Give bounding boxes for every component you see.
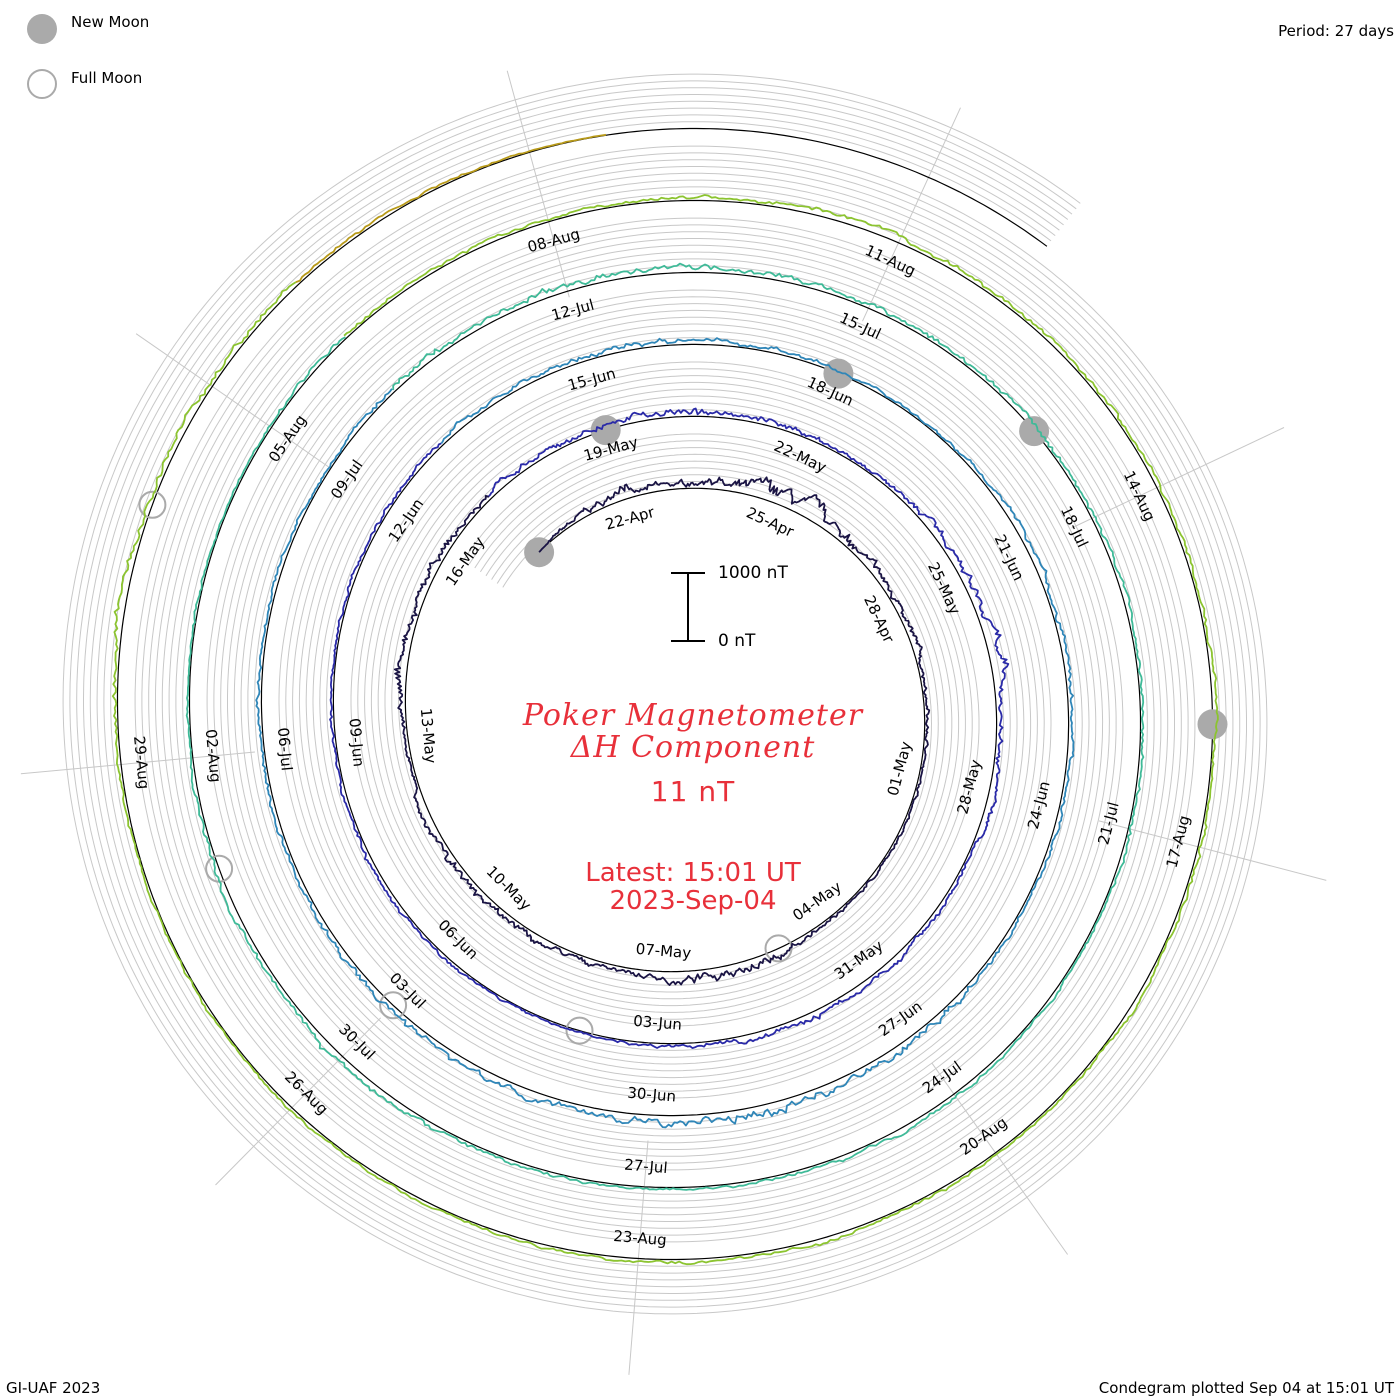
grid-spiral [96, 107, 1234, 1281]
date-label: 23-Aug [613, 1227, 668, 1249]
date-label: 22-Apr [603, 503, 657, 534]
radial-spoke [1071, 427, 1285, 529]
chart-title: Poker Magnetometer [522, 698, 864, 733]
date-label: 02-Aug [202, 728, 225, 783]
series-line [111, 194, 1219, 1266]
date-label: 29-Aug [130, 735, 153, 790]
radial-spoke [215, 1017, 382, 1186]
date-label: 05-Aug [265, 411, 310, 465]
current-value: 11 nT [650, 775, 736, 808]
scale-bar-bottom-label: 0 nT [718, 631, 756, 651]
full-moon-label: Full Moon [71, 69, 143, 87]
radial-spoke [1098, 820, 1327, 881]
date-label: 14-Aug [1120, 468, 1159, 524]
full-moon-marker [764, 934, 793, 963]
series-line [295, 133, 607, 283]
date-label: 15-Jun [566, 364, 618, 394]
grid-spiral [110, 121, 1220, 1267]
new-moon-label: New Moon [71, 13, 150, 31]
scale-bar [671, 572, 705, 642]
chart-subtitle: ΔH Component [570, 730, 816, 765]
spiral-grid [62, 73, 1268, 1315]
radial-spoke [862, 107, 961, 322]
latest-date: 2023-Sep-04 [609, 886, 777, 916]
date-label: 06-Jul [274, 727, 296, 772]
new-moon-marker [1019, 416, 1050, 447]
series-line [393, 476, 931, 986]
grid-spiral [103, 114, 1227, 1274]
credit-label: GI-UAF 2023 [6, 1379, 101, 1397]
baseline-spiral [116, 127, 1214, 1261]
date-label: 11-Aug [862, 241, 918, 280]
new-moon-marker [823, 358, 854, 389]
date-label: 22-May [771, 437, 829, 477]
series-line [255, 337, 1075, 1129]
grid-spiral [62, 73, 1268, 1315]
series-line [185, 262, 1145, 1191]
date-label: 13-May [417, 707, 440, 764]
date-label: 15-Jul [837, 309, 884, 344]
radial-spokes [20, 70, 1327, 1375]
grid-spiral [89, 100, 1241, 1288]
full-moon-marker [379, 991, 408, 1020]
full-moon-marker [138, 490, 167, 519]
latest-time: Latest: 15:01 UT [585, 858, 801, 888]
grid-spiral [69, 80, 1261, 1308]
radial-spoke [628, 1140, 649, 1375]
baseline-spiral [116, 127, 1214, 1261]
scale-bar-top-label: 1000 nT [718, 563, 788, 583]
radial-spoke [931, 1062, 1069, 1255]
date-label: 12-Jul [549, 296, 596, 325]
date-label: 16-May [442, 533, 488, 589]
date-label: 30-Jun [627, 1084, 677, 1106]
series-line [329, 407, 1010, 1049]
full-moon-icon [27, 69, 57, 99]
grid-spiral [76, 87, 1254, 1301]
radial-spoke [506, 70, 570, 298]
date-label: 07-May [635, 940, 692, 962]
radial-spoke [135, 333, 330, 468]
data-traces [111, 133, 1219, 1266]
date-label: 12-Jun [385, 495, 428, 545]
date-label: 25-May [924, 559, 964, 617]
date-label: 27-Jul [624, 1156, 669, 1177]
date-label: 03-Jun [633, 1012, 683, 1034]
new-moon-icon [27, 14, 57, 44]
grid-spiral [83, 94, 1247, 1294]
date-label: 08-Aug [526, 225, 582, 256]
date-label: 28-Apr [860, 593, 898, 647]
full-moon-marker [565, 1016, 594, 1045]
new-moon-marker [1197, 709, 1228, 740]
date-label: 09-Jun [345, 717, 367, 767]
period-label: Period: 27 days [1278, 22, 1394, 40]
radial-spoke [20, 751, 255, 775]
plotted-timestamp: Condegram plotted Sep 04 at 15:01 UT [1098, 1379, 1394, 1397]
